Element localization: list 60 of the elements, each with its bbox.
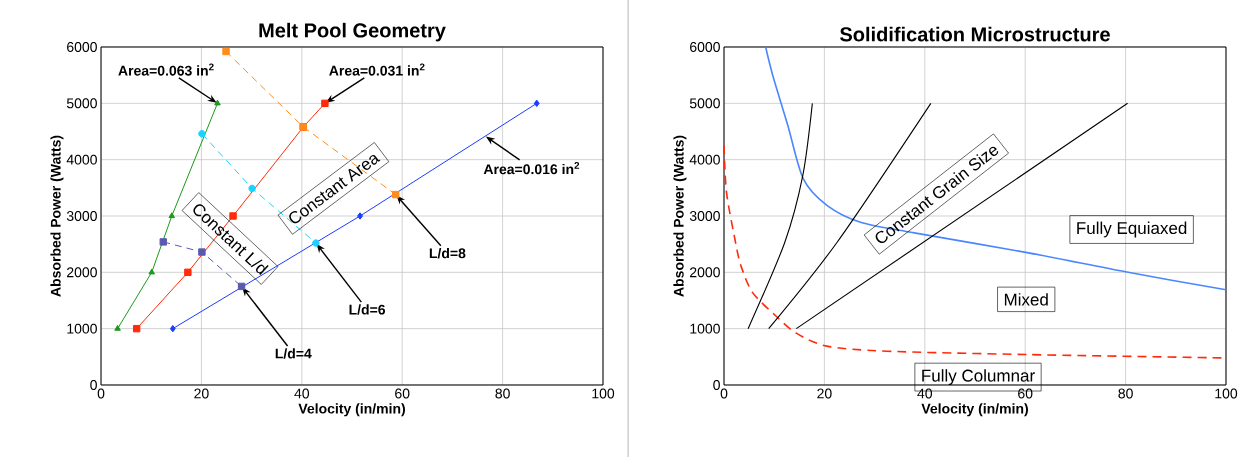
point xyxy=(321,99,329,108)
y-tick-label: 5000 xyxy=(689,98,720,109)
annotation: Fully Equiaxed xyxy=(1077,221,1187,238)
chart-title: Melt Pool Geometry xyxy=(259,22,446,42)
y-tick-label: 5000 xyxy=(66,98,97,109)
x-tick-label: 0 xyxy=(97,388,105,399)
x-tick-label: 40 xyxy=(917,388,933,399)
y-axis-title: Absorbed Power (Watts) xyxy=(673,135,687,297)
y-tick-label: 6000 xyxy=(690,42,720,52)
y-tick-label: 6000 xyxy=(67,42,97,52)
line-series xyxy=(764,46,1227,291)
point xyxy=(159,238,167,246)
x-tick-label: 20 xyxy=(817,388,832,399)
point xyxy=(168,212,176,219)
point xyxy=(214,99,221,106)
point xyxy=(222,47,230,56)
annotation: L/d=4 xyxy=(275,348,312,359)
annotation: Area=0.031 in$^{2}$ xyxy=(329,63,425,76)
point xyxy=(312,239,320,247)
point xyxy=(237,282,246,291)
y-tick-label: 0 xyxy=(90,380,97,390)
y-tick-label: 0 xyxy=(713,380,720,390)
point xyxy=(248,184,256,193)
point xyxy=(114,324,121,331)
point xyxy=(132,324,141,333)
annotation: Area=0.016 in$^{2}$ xyxy=(483,162,580,175)
y-tick-label: 2000 xyxy=(67,267,97,278)
x-axis-title: Velocity (in/min) xyxy=(298,403,405,417)
point xyxy=(198,130,206,138)
x-axis-title: Velocity (in/min) xyxy=(921,403,1028,417)
x-tick-label: 40 xyxy=(294,388,310,399)
x-tick-label: 60 xyxy=(395,388,410,399)
x-tick-label: 100 xyxy=(592,388,615,399)
y-tick-label: 2000 xyxy=(690,267,720,278)
x-tick-label: 80 xyxy=(1118,388,1133,399)
y-tick-label: 4000 xyxy=(689,154,720,165)
annotation: L/d=8 xyxy=(429,247,466,259)
annotation: Fully Columnar xyxy=(922,369,1035,386)
y-tick-label: 3000 xyxy=(689,211,720,221)
line-series xyxy=(747,102,813,330)
point xyxy=(533,99,540,108)
y-tick-label: 3000 xyxy=(66,211,97,221)
annotation: Mixed xyxy=(1004,293,1048,306)
y-tick-label: 1000 xyxy=(67,323,97,334)
annotation: Area=0.063 in$^{2}$ xyxy=(118,63,214,76)
point xyxy=(169,324,176,333)
y-tick-label: 4000 xyxy=(66,154,97,165)
x-tick-label: 80 xyxy=(495,388,510,399)
point xyxy=(184,268,192,277)
chart-title: Solidification Microstructure xyxy=(840,26,1110,42)
x-tick-label: 100 xyxy=(1215,388,1238,399)
y-tick-label: 1000 xyxy=(690,323,720,334)
y-axis-title: Absorbed Power (Watts) xyxy=(50,135,64,297)
point xyxy=(357,212,363,220)
annotation: L/d=6 xyxy=(349,304,386,315)
x-tick-label: 60 xyxy=(1018,388,1033,399)
x-tick-label: 20 xyxy=(194,388,209,399)
point xyxy=(391,190,400,199)
point xyxy=(148,268,155,275)
x-tick-label: 0 xyxy=(720,388,728,399)
